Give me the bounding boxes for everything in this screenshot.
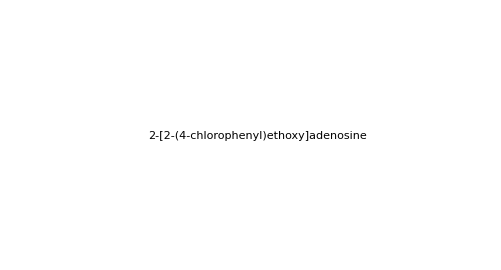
Text: 2-[2-(4-chlorophenyl)ethoxy]adenosine: 2-[2-(4-chlorophenyl)ethoxy]adenosine (148, 131, 366, 141)
